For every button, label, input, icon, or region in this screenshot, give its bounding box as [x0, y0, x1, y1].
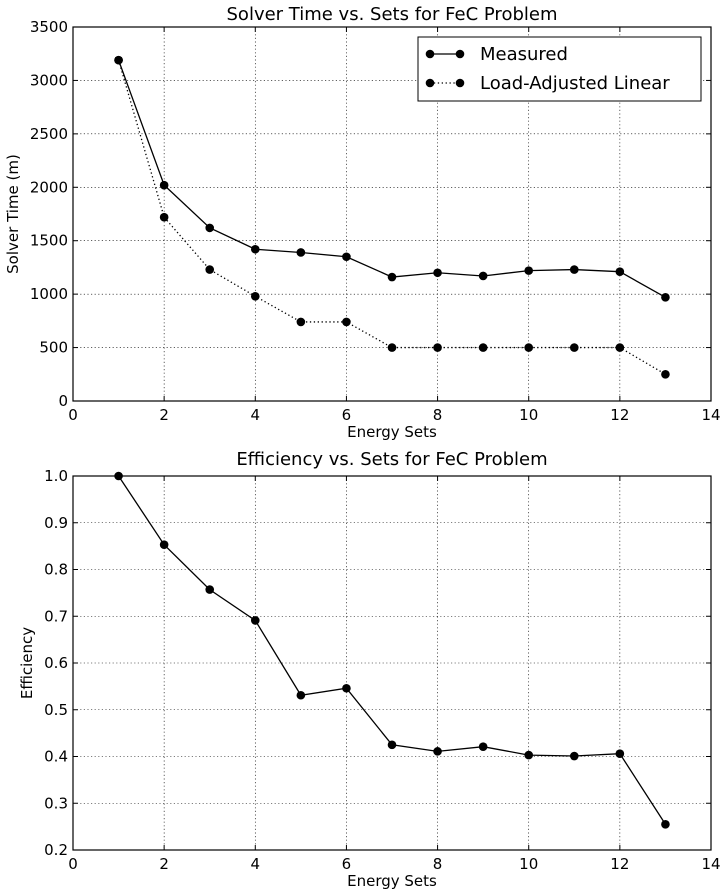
data-point [159, 540, 169, 550]
grid [73, 476, 711, 850]
x-tick-label: 6 [342, 406, 352, 424]
data-point [159, 180, 169, 190]
data-point [296, 317, 306, 327]
x-tick-label: 14 [701, 406, 720, 424]
x-tick-label: 2 [159, 406, 169, 424]
data-point [433, 268, 442, 278]
data-point [661, 819, 670, 829]
data-point [296, 248, 306, 257]
data-point [250, 244, 260, 254]
x-tick-label: 8 [433, 406, 443, 424]
data-point [205, 265, 215, 274]
y-tick-label: 0.3 [44, 794, 68, 812]
data-point [433, 343, 442, 352]
y-tick-label: 2000 [30, 178, 68, 196]
x-tick-label: 4 [251, 855, 261, 873]
chart-2: 0 2 4 6 8 10 12 14 0.2 0.3 0.4 0.5 0.6 0.7 0.8 0.9 1.0 Ef… [18, 449, 721, 890]
plot-frame [72, 475, 712, 851]
data-point [296, 690, 306, 700]
x-tick-label: 8 [433, 855, 443, 873]
data-point [478, 271, 488, 281]
data-point [342, 317, 351, 327]
x-axis-label: Energy Sets [347, 423, 437, 441]
chart-1: 0 2 4 6 8 10 12 14 0 500 1000 1500 2000 2500 3000 3500 S… [4, 4, 721, 441]
y-tick-label: 0.6 [44, 654, 68, 672]
data-point [387, 343, 397, 352]
plot-frame [72, 26, 712, 402]
series-1 [114, 471, 670, 829]
data-point [205, 585, 215, 594]
legend: Measured Load-Adjusted Linear [417, 36, 702, 102]
data-point [342, 252, 351, 262]
y-tick-label: 0.9 [44, 514, 68, 532]
legend-marker [455, 49, 465, 59]
x-tick-label: 0 [68, 855, 78, 873]
chart-title: Solver Time vs. Sets for FeC Problem [227, 4, 558, 25]
y-tick-label: 0.4 [44, 748, 68, 766]
y-tick-label: 3500 [30, 18, 68, 36]
y-tick-label: 1500 [30, 232, 68, 250]
y-tick-label: 0.7 [44, 607, 68, 625]
data-point [615, 749, 625, 758]
y-tick-label: 1000 [30, 285, 68, 303]
data-point [569, 751, 579, 761]
data-point [342, 683, 351, 693]
x-tick-label: 12 [610, 406, 629, 424]
x-tick-label: 2 [159, 855, 169, 873]
data-point [661, 293, 670, 302]
data-point [159, 212, 169, 222]
x-tick-label: 10 [519, 855, 538, 873]
y-axis-label: Efficiency [18, 627, 36, 699]
x-tick-label: 6 [342, 855, 352, 873]
data-point [433, 747, 442, 756]
y-tick-label: 0.5 [44, 701, 68, 719]
data-point [615, 343, 625, 352]
legend-label: Load-Adjusted Linear [480, 73, 670, 94]
data-point [478, 742, 488, 751]
data-point [114, 55, 123, 65]
chart-title: Efficiency vs. Sets for FeC Problem [236, 449, 547, 470]
x-axis-label: Energy Sets [347, 872, 437, 890]
y-tick-label: 0.8 [44, 561, 68, 579]
data-point [569, 265, 579, 274]
legend-box [417, 36, 702, 102]
x-tick-label: 4 [251, 406, 261, 424]
y-tick-label: 500 [39, 339, 68, 357]
y-tick-label: 3000 [30, 71, 68, 89]
y-tick-label: 0.2 [44, 841, 68, 859]
series-load-adjusted-linear [114, 55, 670, 379]
data-point [114, 471, 123, 481]
legend-marker [425, 49, 435, 59]
data-point [387, 272, 397, 282]
series-line [117, 59, 666, 375]
x-tick-label: 0 [68, 406, 78, 424]
x-tick-label: 14 [701, 855, 720, 873]
x-tick-label: 12 [610, 855, 629, 873]
data-point [250, 616, 260, 625]
data-point [524, 750, 534, 760]
data-point [615, 267, 625, 277]
data-point [524, 343, 534, 352]
data-point [524, 266, 534, 275]
data-point [478, 343, 488, 352]
data-point [569, 343, 579, 352]
y-tick-label: 2500 [30, 125, 68, 143]
legend-label: Measured [480, 44, 568, 65]
data-point [661, 369, 670, 379]
data-point [250, 291, 260, 301]
y-tick-label: 1.0 [44, 467, 68, 485]
legend-marker [425, 78, 435, 88]
legend-marker [455, 78, 465, 88]
series-line [118, 475, 666, 825]
y-axis-label: Solver Time (m) [4, 154, 22, 274]
y-tick-label: 0 [58, 392, 68, 410]
data-point [387, 740, 397, 750]
data-point [205, 223, 215, 233]
x-tick-label: 10 [519, 406, 538, 424]
